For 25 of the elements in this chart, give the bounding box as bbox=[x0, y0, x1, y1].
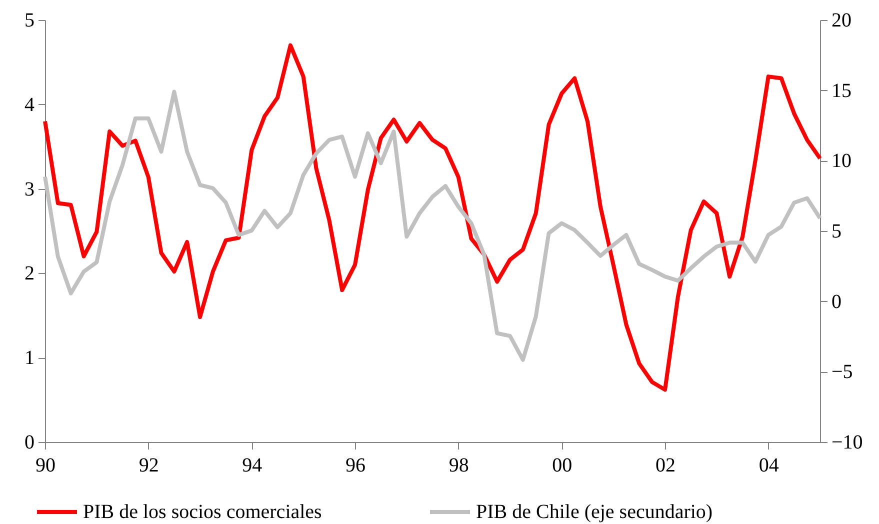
y-tick-label: 2 bbox=[24, 262, 34, 285]
y-tick-label: 1 bbox=[24, 347, 34, 370]
legend-label: PIB de los socios comerciales bbox=[83, 501, 322, 523]
x-tick-label: 90 bbox=[36, 454, 56, 476]
line-series bbox=[43, 90, 822, 362]
y2-tick-label: 0 bbox=[832, 290, 842, 313]
x-tick-label: 94 bbox=[242, 454, 262, 476]
y2-tick-label: 15 bbox=[832, 80, 852, 102]
y2-tick-label: −10 bbox=[832, 432, 863, 454]
y2-tick-label: 10 bbox=[832, 150, 852, 172]
x-tick-label: 04 bbox=[758, 454, 779, 476]
line-series bbox=[43, 43, 822, 392]
y-tick-label: 4 bbox=[24, 94, 34, 116]
x-tick-label: 98 bbox=[448, 454, 469, 476]
y-tick-label: 0 bbox=[24, 432, 34, 454]
x-tick-label: 96 bbox=[346, 454, 366, 476]
x-tick-label: 02 bbox=[656, 454, 676, 476]
y-tick-label: 5 bbox=[24, 10, 34, 32]
x-tick-label: 00 bbox=[552, 454, 572, 476]
legend-label: PIB de Chile (eje secundario) bbox=[476, 501, 713, 523]
y2-tick-label: 20 bbox=[832, 10, 852, 32]
x-tick-label: 92 bbox=[138, 454, 159, 476]
y2-tick-label: 5 bbox=[832, 220, 842, 242]
y-tick-label: 3 bbox=[24, 178, 34, 200]
y2-tick-label: −5 bbox=[832, 361, 853, 384]
